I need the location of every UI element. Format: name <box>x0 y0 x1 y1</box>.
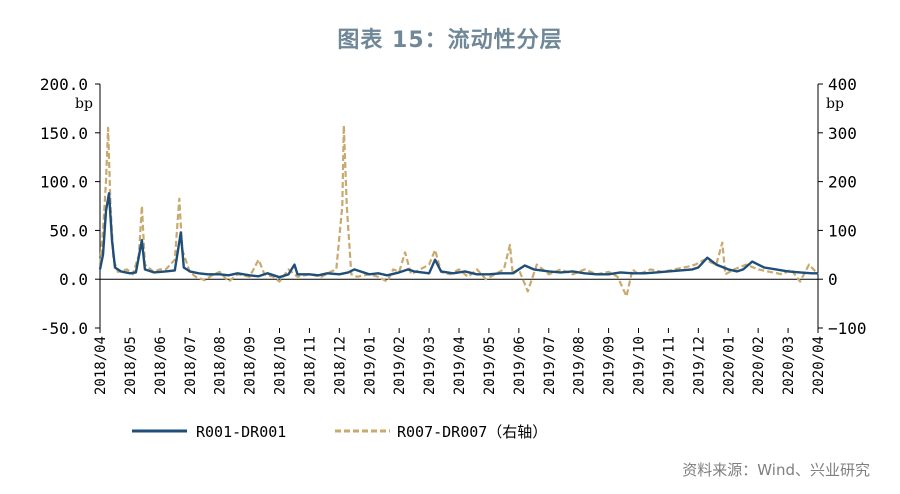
series-line-r007-dr007 <box>98 124 819 298</box>
x-tick-label: 2019/12 <box>691 336 707 395</box>
right-tick-label: 200 <box>828 173 857 192</box>
x-tick-label: 2019/10 <box>632 336 648 395</box>
tick-labels: -50.0 0.0 50.0 100.0 150.0 200.0 bp −100 0 100 200… <box>40 75 867 395</box>
x-tick-label: 2019/04 <box>452 336 468 395</box>
left-tick-label: 200.0 <box>40 75 88 94</box>
x-tick-label: 2018/09 <box>243 336 259 395</box>
x-tick-label: 2018/05 <box>123 336 139 395</box>
axes <box>95 83 823 333</box>
x-tick-label: 2018/11 <box>302 336 318 395</box>
x-tick-label: 2020/03 <box>781 336 797 395</box>
legend-label-0: R001-DR001 <box>196 423 286 441</box>
x-tick-label: 2019/11 <box>661 336 677 395</box>
series-lines <box>98 124 819 298</box>
x-tick-label: 2020/01 <box>721 336 737 395</box>
x-tick-label: 2019/09 <box>602 336 618 395</box>
x-tick-label: 2018/04 <box>93 336 109 395</box>
x-tick-label: 2020/04 <box>811 336 827 395</box>
left-tick-label: 50.0 <box>49 221 88 240</box>
right-tick-label: 0 <box>828 270 838 289</box>
x-tick-label: 2019/05 <box>482 336 498 395</box>
x-tick-label: 2019/07 <box>542 336 558 395</box>
left-tick-label: 100.0 <box>40 173 88 192</box>
left-tick-label: 150.0 <box>40 124 88 143</box>
right-axis-unit: bp <box>826 96 844 112</box>
source-note: 资料来源：Wind、兴业研究 <box>682 461 870 479</box>
x-tick-label: 2020/02 <box>751 336 767 395</box>
x-tick-label: 2019/08 <box>572 336 588 395</box>
right-tick-label: 100 <box>828 221 857 240</box>
legend-label-1: R007-DR007（右轴） <box>397 423 547 441</box>
x-tick-label: 2019/06 <box>512 336 528 395</box>
x-tick-label: 2018/07 <box>183 336 199 395</box>
right-tick-label: 300 <box>828 124 857 143</box>
x-tick-label: 2018/08 <box>213 336 229 395</box>
right-tick-label: −100 <box>828 319 867 338</box>
x-tick-label: 2018/06 <box>153 336 169 395</box>
left-axis-unit: bp <box>75 96 93 112</box>
x-tick-label: 2018/12 <box>332 336 348 395</box>
series-line-r001-dr001 <box>98 192 818 279</box>
x-tick-label: 2019/02 <box>392 336 408 395</box>
left-tick-label: 0.0 <box>59 270 88 289</box>
x-tick-label: 2018/10 <box>273 336 289 395</box>
right-tick-label: 400 <box>828 75 857 94</box>
legend: R001-DR001 R007-DR007（右轴） <box>132 423 547 441</box>
x-tick-label: 2019/03 <box>422 336 438 395</box>
chart-title: 图表 15：流动性分层 <box>337 28 563 53</box>
x-tick-label: 2019/01 <box>362 336 378 395</box>
left-tick-label: -50.0 <box>40 319 88 338</box>
